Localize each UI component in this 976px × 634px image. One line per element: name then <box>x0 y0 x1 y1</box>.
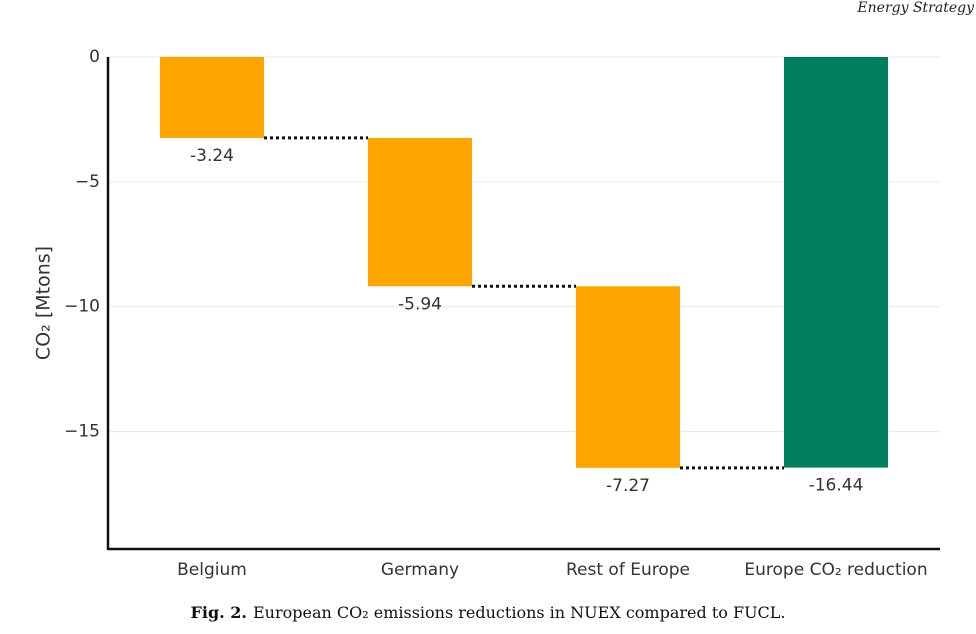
bar <box>160 57 264 138</box>
x-tick-label: Europe CO₂ reduction <box>744 560 927 580</box>
y-tick-label: −15 <box>64 422 100 442</box>
plot-area: −15 −10 −5 0 -3.24 Belgium -5.94 Germany -7.27 Re… <box>64 47 940 580</box>
bar <box>576 286 680 468</box>
bar <box>368 137 472 287</box>
value-label: -5.94 <box>398 294 442 314</box>
x-tick-label: Rest of Europe <box>566 560 690 580</box>
bar <box>784 57 888 468</box>
running-header: Energy Strategy <box>856 0 975 16</box>
y-tick-label: −5 <box>75 172 100 192</box>
value-label: -7.27 <box>606 476 650 496</box>
caption: Fig. 2. European CO₂ emissions reductions… <box>191 603 786 622</box>
value-label: -3.24 <box>190 146 234 166</box>
x-tick-label: Belgium <box>177 560 247 580</box>
caption-text: European CO₂ emissions reductions in NUE… <box>253 603 786 622</box>
y-tick-label: −10 <box>64 297 100 317</box>
value-label: -16.44 <box>809 476 864 496</box>
x-tick-label: Germany <box>381 560 459 580</box>
caption-label: Fig. 2. <box>191 603 247 622</box>
y-axis-title: CO₂ [Mtons] <box>33 246 55 360</box>
y-tick-label: 0 <box>89 47 100 67</box>
